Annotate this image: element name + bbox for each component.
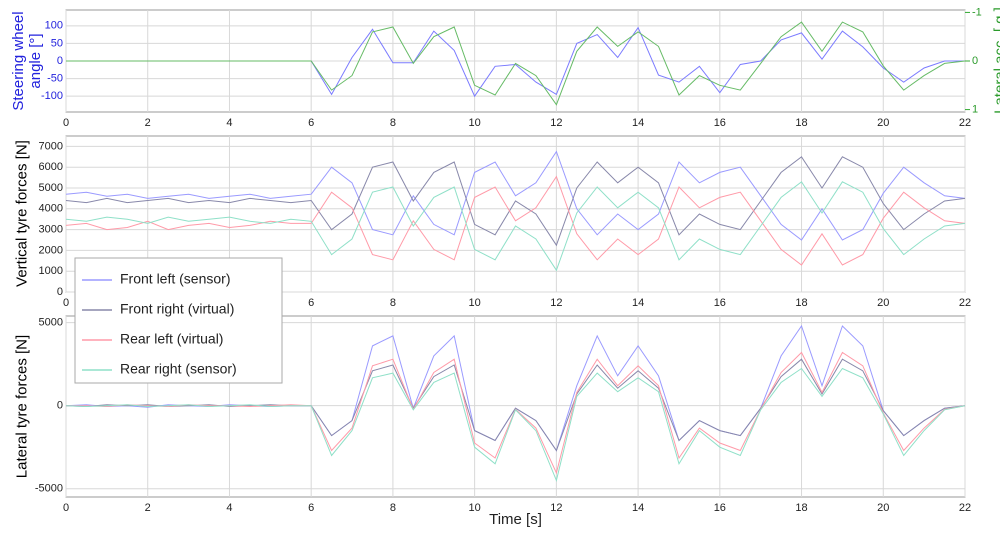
y-tick-label: 7000: [39, 140, 63, 152]
y-tick-label: 50: [51, 37, 63, 49]
y-tick-label: 1000: [39, 265, 63, 277]
series-line: [65, 175, 966, 266]
x-tick-label: 0: [63, 502, 69, 514]
y2-tick-label: -1: [972, 6, 982, 18]
x-tick-label: 10: [469, 297, 481, 309]
x-tick-label: 12: [550, 297, 562, 309]
legend-label: Rear left (virtual): [120, 331, 223, 347]
y-tick-label: 2000: [39, 244, 63, 256]
x-tick-label: 16: [714, 297, 726, 309]
series-line: [65, 367, 966, 483]
series-line: [65, 156, 966, 247]
y-tick-label: 5000: [39, 182, 63, 194]
x-tick-label: 18: [795, 297, 807, 309]
y-tick-label: 0: [57, 286, 63, 298]
x-tick-label: 22: [959, 502, 971, 514]
legend-label: Front left (sensor): [120, 271, 230, 287]
x-tick-label: 8: [390, 117, 396, 129]
y-tick-label: 3000: [39, 224, 63, 236]
x-tick-label: 20: [877, 502, 889, 514]
x-tick-label: 6: [308, 297, 314, 309]
legend-box: [74, 257, 283, 384]
x-tick-label: 14: [632, 297, 644, 309]
y-axis-label: Lateral tyre forces [N]: [13, 334, 31, 478]
y-axis-label: Vertical tyre forces [N]: [13, 140, 31, 287]
y-tick-label: 0: [57, 400, 63, 412]
x-tick-label: 10: [469, 502, 481, 514]
x-axis-label: Time [s]: [489, 511, 542, 528]
y-tick-label: -50: [47, 72, 63, 84]
x-tick-label: 0: [63, 117, 69, 129]
y2-axis-label: Lateral acc. [ g ]: [991, 7, 1000, 114]
series-line: [66, 21, 966, 106]
y2-tick-label: 0: [972, 55, 978, 67]
y2-tick-label: 1: [972, 103, 978, 115]
x-tick-label: 0: [63, 297, 69, 309]
x-tick-label: 18: [795, 502, 807, 514]
series-line: [65, 181, 966, 272]
x-tick-label: 8: [390, 297, 396, 309]
x-tick-label: 20: [877, 297, 889, 309]
x-tick-label: 14: [632, 117, 644, 129]
y-tick-label: 100: [45, 20, 63, 32]
x-tick-label: 16: [714, 502, 726, 514]
x-tick-label: 14: [632, 502, 644, 514]
y-axis-label: Steering wheel angle [°]: [10, 11, 44, 111]
y-tick-label: 5000: [39, 317, 63, 329]
x-tick-label: 4: [226, 117, 232, 129]
legend-label: Rear right (sensor): [120, 361, 237, 377]
x-tick-label: 12: [550, 502, 562, 514]
y-tick-label: -5000: [35, 483, 63, 495]
x-tick-label: 2: [145, 502, 151, 514]
y-tick-label: 0: [57, 55, 63, 67]
y-tick-label: -100: [41, 90, 63, 102]
y-tick-label: 6000: [39, 161, 63, 173]
x-tick-label: 8: [390, 502, 396, 514]
legend-label: Front right (virtual): [120, 301, 234, 317]
x-tick-label: 10: [469, 117, 481, 129]
x-tick-label: 22: [959, 297, 971, 309]
x-tick-label: 2: [145, 117, 151, 129]
legend: Front left (sensor) Front right (virtual)…: [74, 257, 283, 384]
y-tick-label: 4000: [39, 203, 63, 215]
x-tick-label: 22: [959, 117, 971, 129]
series-line: [65, 150, 966, 241]
x-tick-label: 20: [877, 117, 889, 129]
x-tick-label: 16: [714, 117, 726, 129]
x-tick-label: 4: [226, 502, 232, 514]
x-tick-label: 6: [308, 502, 314, 514]
x-tick-label: 6: [308, 117, 314, 129]
x-tick-label: 18: [795, 117, 807, 129]
x-tick-label: 12: [550, 117, 562, 129]
